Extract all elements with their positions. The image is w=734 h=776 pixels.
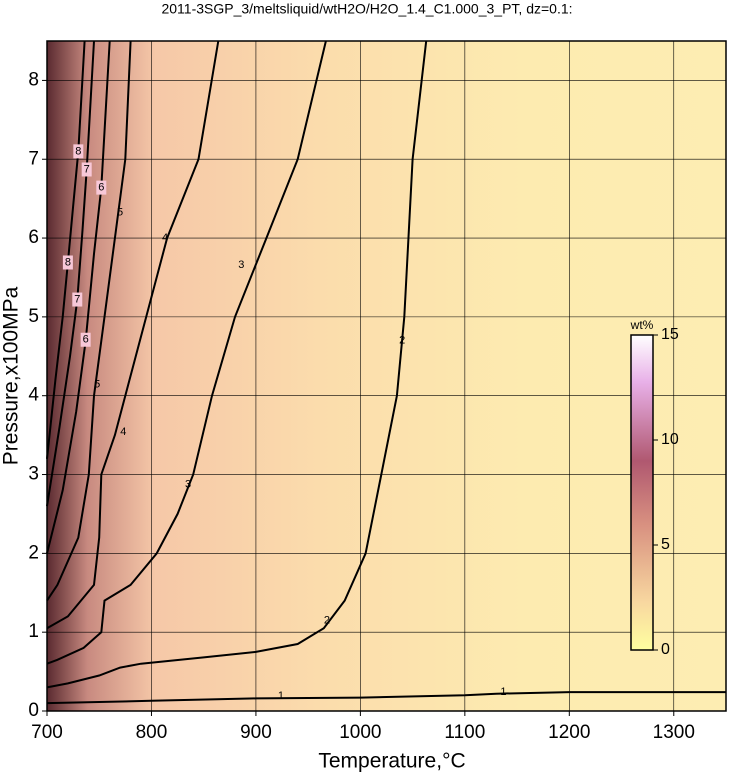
- contour-label: 5: [94, 379, 100, 391]
- x-tick-label: 1100: [444, 722, 485, 743]
- contour-label: 8: [75, 145, 81, 157]
- y-tick-label: 3: [28, 464, 39, 485]
- contour-line: [46, 40, 220, 630]
- contour-label: 7: [74, 293, 80, 305]
- contour-label: 7: [84, 163, 90, 175]
- contour-label-box: [81, 162, 92, 177]
- contour-line: [46, 40, 428, 689]
- contour-label: 3: [185, 479, 191, 491]
- contour-line: [46, 691, 726, 705]
- y-tick-label: 4: [28, 385, 39, 406]
- contour-line: [46, 40, 132, 602]
- y-tick-label: 0: [28, 700, 39, 721]
- colorbar-tick-label: 0: [661, 641, 670, 658]
- x-tick-label: 1200: [548, 722, 590, 743]
- contour-label-box: [62, 255, 73, 270]
- x-tick-label: 800: [136, 722, 168, 743]
- contour-label: 5: [117, 207, 123, 219]
- colorbar: [630, 334, 654, 651]
- y-tick-label: 2: [28, 542, 39, 563]
- plot-background: [47, 41, 726, 711]
- contour-label: 3: [238, 259, 244, 271]
- contour-line: [46, 40, 327, 665]
- contour-label: 6: [83, 334, 89, 346]
- contour-label: 8: [65, 256, 71, 268]
- contour-label: 2: [399, 334, 405, 346]
- contour-label: 6: [98, 182, 104, 194]
- plot-frame: [46, 40, 727, 712]
- y-axis-label: Pressure,x100MPa: [0, 286, 23, 465]
- x-tick-label: 900: [240, 722, 272, 743]
- x-tick-label: 1000: [339, 722, 381, 743]
- colorbar-tick-label: 15: [661, 326, 679, 343]
- y-tick-label: 5: [28, 306, 39, 327]
- contour-label: 4: [162, 232, 168, 244]
- y-tick-label: 8: [28, 69, 39, 90]
- contour-label-box: [72, 292, 83, 307]
- colorbar-tick-label: 5: [661, 536, 670, 553]
- contour-label: 1: [278, 690, 284, 702]
- contour-label: 2: [324, 614, 330, 626]
- contour-label-box: [96, 180, 107, 195]
- y-tick-label: 7: [28, 148, 39, 169]
- contour-label-box: [80, 332, 91, 347]
- colorbar-tick-label: 10: [661, 431, 679, 448]
- x-tick-label: 1300: [653, 722, 695, 743]
- x-axis-label: Temperature,°C: [318, 750, 465, 773]
- chart-title: 2011-3SGP_3/meltsliquid/wtH2O/H2O_1.4_C1…: [161, 1, 572, 17]
- contour-label: 4: [120, 426, 126, 438]
- y-tick-label: 1: [28, 621, 39, 642]
- y-tick-label: 6: [28, 227, 39, 248]
- contour-label-box: [73, 144, 84, 159]
- contour-label: 1: [500, 686, 506, 698]
- x-tick-label: 700: [31, 722, 63, 743]
- colorbar-label: wt%: [630, 318, 654, 332]
